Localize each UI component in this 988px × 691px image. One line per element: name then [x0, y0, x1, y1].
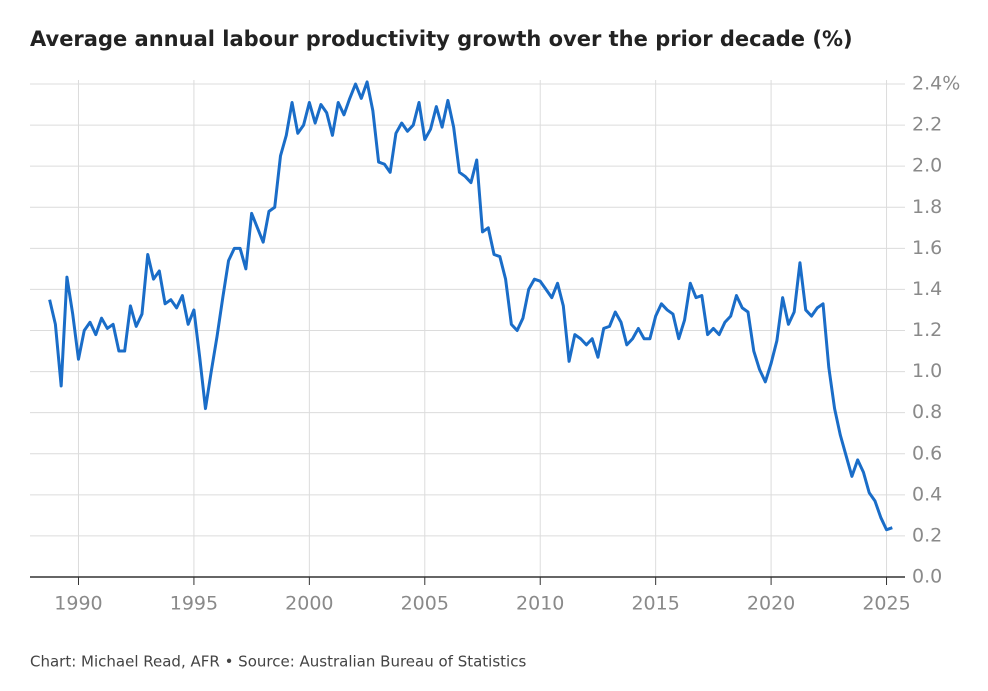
- x-tick-label: 1995: [170, 593, 218, 615]
- y-tick-label: 1.4: [912, 278, 942, 300]
- y-tick-label: 2.2: [912, 114, 942, 136]
- x-tick-label: 2015: [631, 593, 679, 615]
- y-tick-label: 2.4%: [912, 73, 960, 95]
- x-tick-label: 2000: [285, 593, 333, 615]
- y-tick-label: 1.6: [912, 237, 942, 259]
- y-tick-label: 1.8: [912, 196, 942, 218]
- y-tick-label: 2.0: [912, 155, 942, 177]
- x-tick-label: 2025: [862, 593, 910, 615]
- x-tick-label: 1990: [54, 593, 102, 615]
- x-tick-label: 2005: [401, 593, 449, 615]
- y-tick-label: 0.2: [912, 524, 942, 546]
- y-tick-label: 0.0: [912, 566, 942, 588]
- y-tick-label: 1.0: [912, 360, 942, 382]
- source-note: Chart: Michael Read, AFR • Source: Austr…: [30, 653, 526, 671]
- y-tick-label: 0.8: [912, 401, 942, 423]
- y-tick-label: 0.4: [912, 483, 942, 505]
- y-tick-label: 0.6: [912, 442, 942, 464]
- y-tick-label: 1.2: [912, 319, 942, 341]
- x-tick-label: 2010: [516, 593, 564, 615]
- data-line: [48, 80, 893, 532]
- chart-title: Average annual labour productivity growt…: [30, 27, 853, 51]
- x-tick-label: 2020: [747, 593, 795, 615]
